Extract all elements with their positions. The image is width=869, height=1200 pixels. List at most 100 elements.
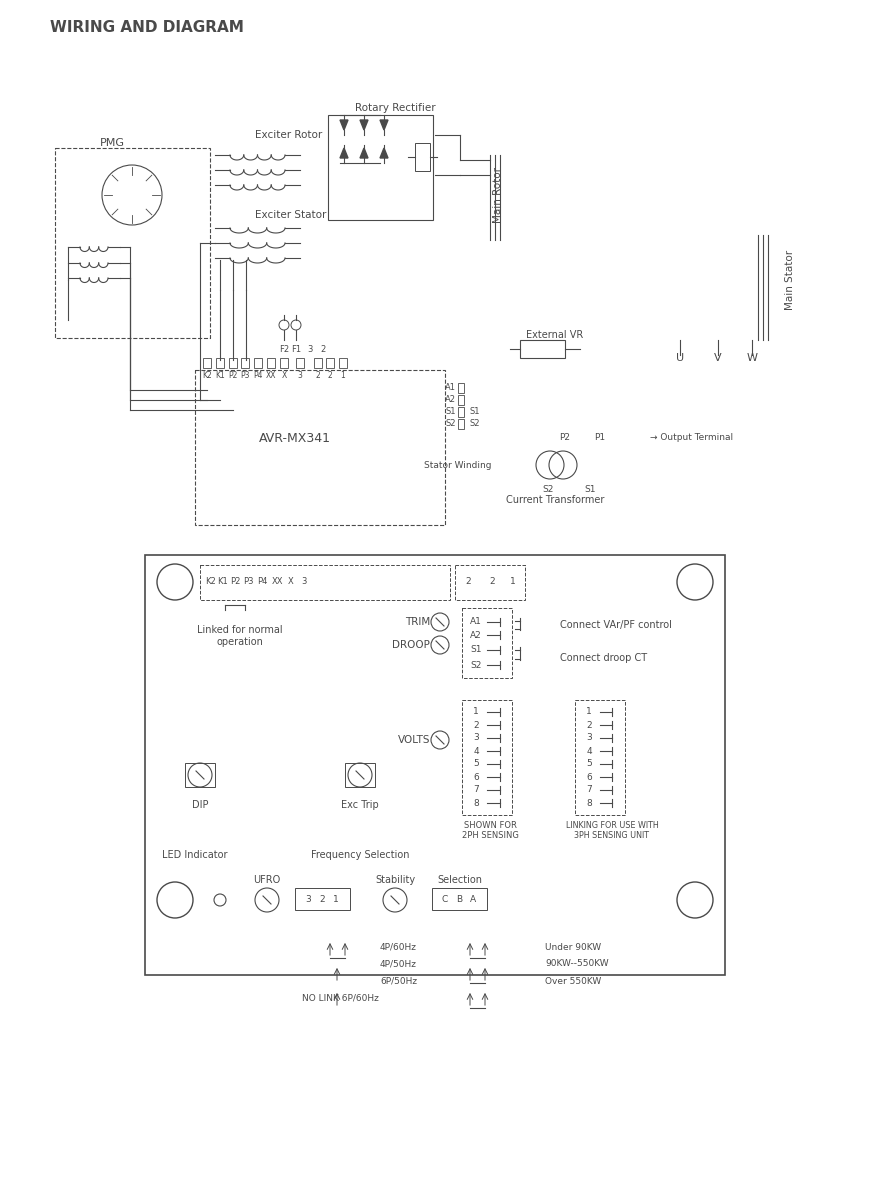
Text: 2: 2 bbox=[465, 577, 471, 587]
Text: LINKING FOR USE WITH: LINKING FOR USE WITH bbox=[566, 821, 659, 829]
Text: W: W bbox=[746, 353, 758, 362]
Text: S1: S1 bbox=[470, 408, 481, 416]
Text: S1: S1 bbox=[470, 646, 481, 654]
Bar bbox=[296, 358, 304, 368]
Text: UFRO: UFRO bbox=[254, 875, 281, 886]
Text: LED Indicator: LED Indicator bbox=[163, 850, 228, 860]
Text: AVR-MX341: AVR-MX341 bbox=[259, 432, 331, 444]
Text: K2: K2 bbox=[202, 371, 212, 379]
Text: Exciter Rotor: Exciter Rotor bbox=[255, 130, 322, 140]
Text: Stability: Stability bbox=[375, 875, 415, 886]
Bar bbox=[462, 700, 512, 815]
Text: 1: 1 bbox=[510, 577, 516, 587]
Polygon shape bbox=[380, 120, 388, 130]
Text: Exc Trip: Exc Trip bbox=[342, 800, 379, 810]
Text: Connect droop CT: Connect droop CT bbox=[560, 653, 647, 662]
Polygon shape bbox=[380, 148, 388, 158]
Text: P2: P2 bbox=[560, 433, 571, 443]
Text: Under 90KW: Under 90KW bbox=[545, 942, 601, 952]
Text: P2: P2 bbox=[229, 577, 240, 587]
Text: 4P/60Hz: 4P/60Hz bbox=[380, 942, 417, 952]
Polygon shape bbox=[340, 148, 348, 158]
Bar bbox=[458, 395, 464, 404]
Text: B: B bbox=[456, 894, 462, 904]
Bar bbox=[280, 358, 288, 368]
Bar bbox=[241, 358, 249, 368]
Text: 2: 2 bbox=[474, 720, 479, 730]
Text: V: V bbox=[714, 353, 722, 362]
Text: S2: S2 bbox=[542, 486, 554, 494]
Text: 3: 3 bbox=[308, 346, 313, 354]
Bar bbox=[195, 370, 445, 526]
Bar bbox=[455, 565, 525, 600]
Text: 2: 2 bbox=[319, 894, 325, 904]
Text: WIRING AND DIAGRAM: WIRING AND DIAGRAM bbox=[50, 20, 244, 36]
Bar bbox=[458, 419, 464, 428]
Text: A2: A2 bbox=[445, 396, 456, 404]
Text: Exciter Stator: Exciter Stator bbox=[255, 210, 327, 220]
Text: C: C bbox=[441, 894, 448, 904]
Text: F1: F1 bbox=[291, 346, 301, 354]
Bar bbox=[295, 888, 350, 910]
Text: 2: 2 bbox=[587, 720, 592, 730]
Bar bbox=[203, 358, 211, 368]
Text: 4P/50Hz: 4P/50Hz bbox=[380, 960, 417, 968]
Text: P4: P4 bbox=[253, 371, 262, 379]
Text: SHOWN FOR: SHOWN FOR bbox=[463, 821, 516, 829]
Text: P3: P3 bbox=[242, 577, 253, 587]
Text: 2: 2 bbox=[315, 371, 321, 379]
Bar bbox=[185, 763, 215, 787]
Text: Selection: Selection bbox=[437, 875, 482, 886]
Text: VOLTS: VOLTS bbox=[397, 734, 430, 745]
Bar bbox=[267, 358, 275, 368]
Text: K2: K2 bbox=[204, 577, 216, 587]
Text: K1: K1 bbox=[216, 371, 225, 379]
Text: P1: P1 bbox=[594, 433, 606, 443]
Text: A2: A2 bbox=[470, 630, 482, 640]
Bar bbox=[432, 888, 487, 910]
Text: S1: S1 bbox=[584, 486, 596, 494]
Text: 2: 2 bbox=[321, 346, 326, 354]
Bar bbox=[575, 700, 625, 815]
Text: 4: 4 bbox=[474, 746, 479, 756]
Bar bbox=[458, 407, 464, 416]
Text: 3: 3 bbox=[473, 733, 479, 743]
Bar bbox=[326, 358, 334, 368]
Text: S2: S2 bbox=[470, 420, 481, 428]
Text: Frequency Selection: Frequency Selection bbox=[311, 850, 409, 860]
Text: TRIM: TRIM bbox=[405, 617, 430, 626]
Text: 3: 3 bbox=[586, 733, 592, 743]
Bar bbox=[200, 565, 450, 600]
Text: 6: 6 bbox=[586, 773, 592, 781]
Text: Main Rotor: Main Rotor bbox=[493, 167, 503, 223]
Text: 4: 4 bbox=[587, 746, 592, 756]
Text: S1: S1 bbox=[445, 408, 455, 416]
Text: 2: 2 bbox=[489, 577, 494, 587]
Text: 2: 2 bbox=[328, 371, 332, 379]
Text: 1: 1 bbox=[341, 371, 345, 379]
Text: Connect VAr/PF control: Connect VAr/PF control bbox=[560, 620, 672, 630]
Bar bbox=[458, 383, 464, 392]
Bar bbox=[254, 358, 262, 368]
Text: 1: 1 bbox=[473, 708, 479, 716]
Bar bbox=[339, 358, 347, 368]
Text: 8: 8 bbox=[586, 798, 592, 808]
Text: XX: XX bbox=[271, 577, 282, 587]
Text: A1: A1 bbox=[445, 384, 456, 392]
Text: S2: S2 bbox=[445, 420, 455, 428]
Text: 8: 8 bbox=[473, 798, 479, 808]
Text: 1: 1 bbox=[333, 894, 339, 904]
Text: S2: S2 bbox=[470, 660, 481, 670]
Text: Over 550KW: Over 550KW bbox=[545, 977, 601, 985]
Text: 2PH SENSING: 2PH SENSING bbox=[461, 830, 519, 840]
Text: K1: K1 bbox=[216, 577, 228, 587]
Text: Rotary Rectifier: Rotary Rectifier bbox=[355, 103, 435, 113]
Text: A1: A1 bbox=[470, 618, 482, 626]
Text: 6: 6 bbox=[473, 773, 479, 781]
Bar bbox=[216, 358, 224, 368]
Bar bbox=[328, 115, 433, 220]
Text: X: X bbox=[289, 577, 294, 587]
Bar bbox=[229, 358, 237, 368]
Text: 3: 3 bbox=[297, 371, 302, 379]
Bar bbox=[415, 143, 430, 170]
